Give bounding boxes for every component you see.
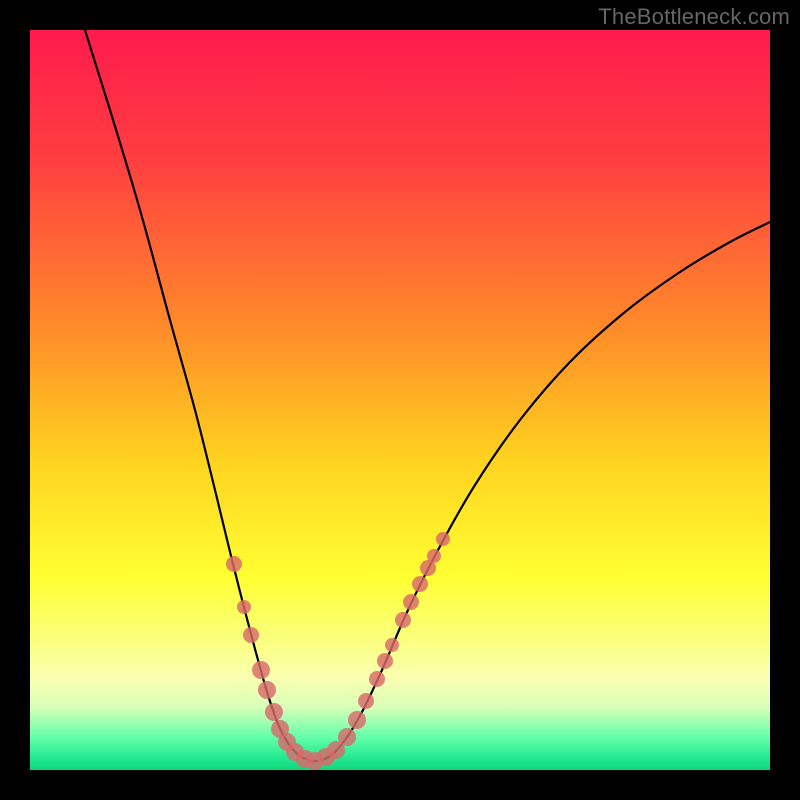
marker-dot (369, 671, 385, 687)
watermark-text: TheBottleneck.com (598, 4, 790, 30)
marker-dot (403, 594, 419, 610)
marker-dot (377, 653, 393, 669)
marker-dot (252, 661, 270, 679)
plot-svg (30, 30, 770, 770)
marker-dot (358, 693, 374, 709)
marker-dot (243, 627, 259, 643)
plot-area (30, 30, 770, 770)
stage: TheBottleneck.com (0, 0, 800, 800)
marker-dot (258, 681, 276, 699)
marker-dot (427, 549, 441, 563)
marker-dot (412, 576, 428, 592)
marker-dot (226, 556, 242, 572)
marker-dot (436, 532, 450, 546)
marker-dot (395, 612, 411, 628)
marker-dot (385, 638, 399, 652)
marker-dot (265, 703, 283, 721)
marker-dot (237, 600, 251, 614)
marker-dot (338, 728, 356, 746)
marker-dot (348, 711, 366, 729)
gradient-background (30, 30, 770, 770)
